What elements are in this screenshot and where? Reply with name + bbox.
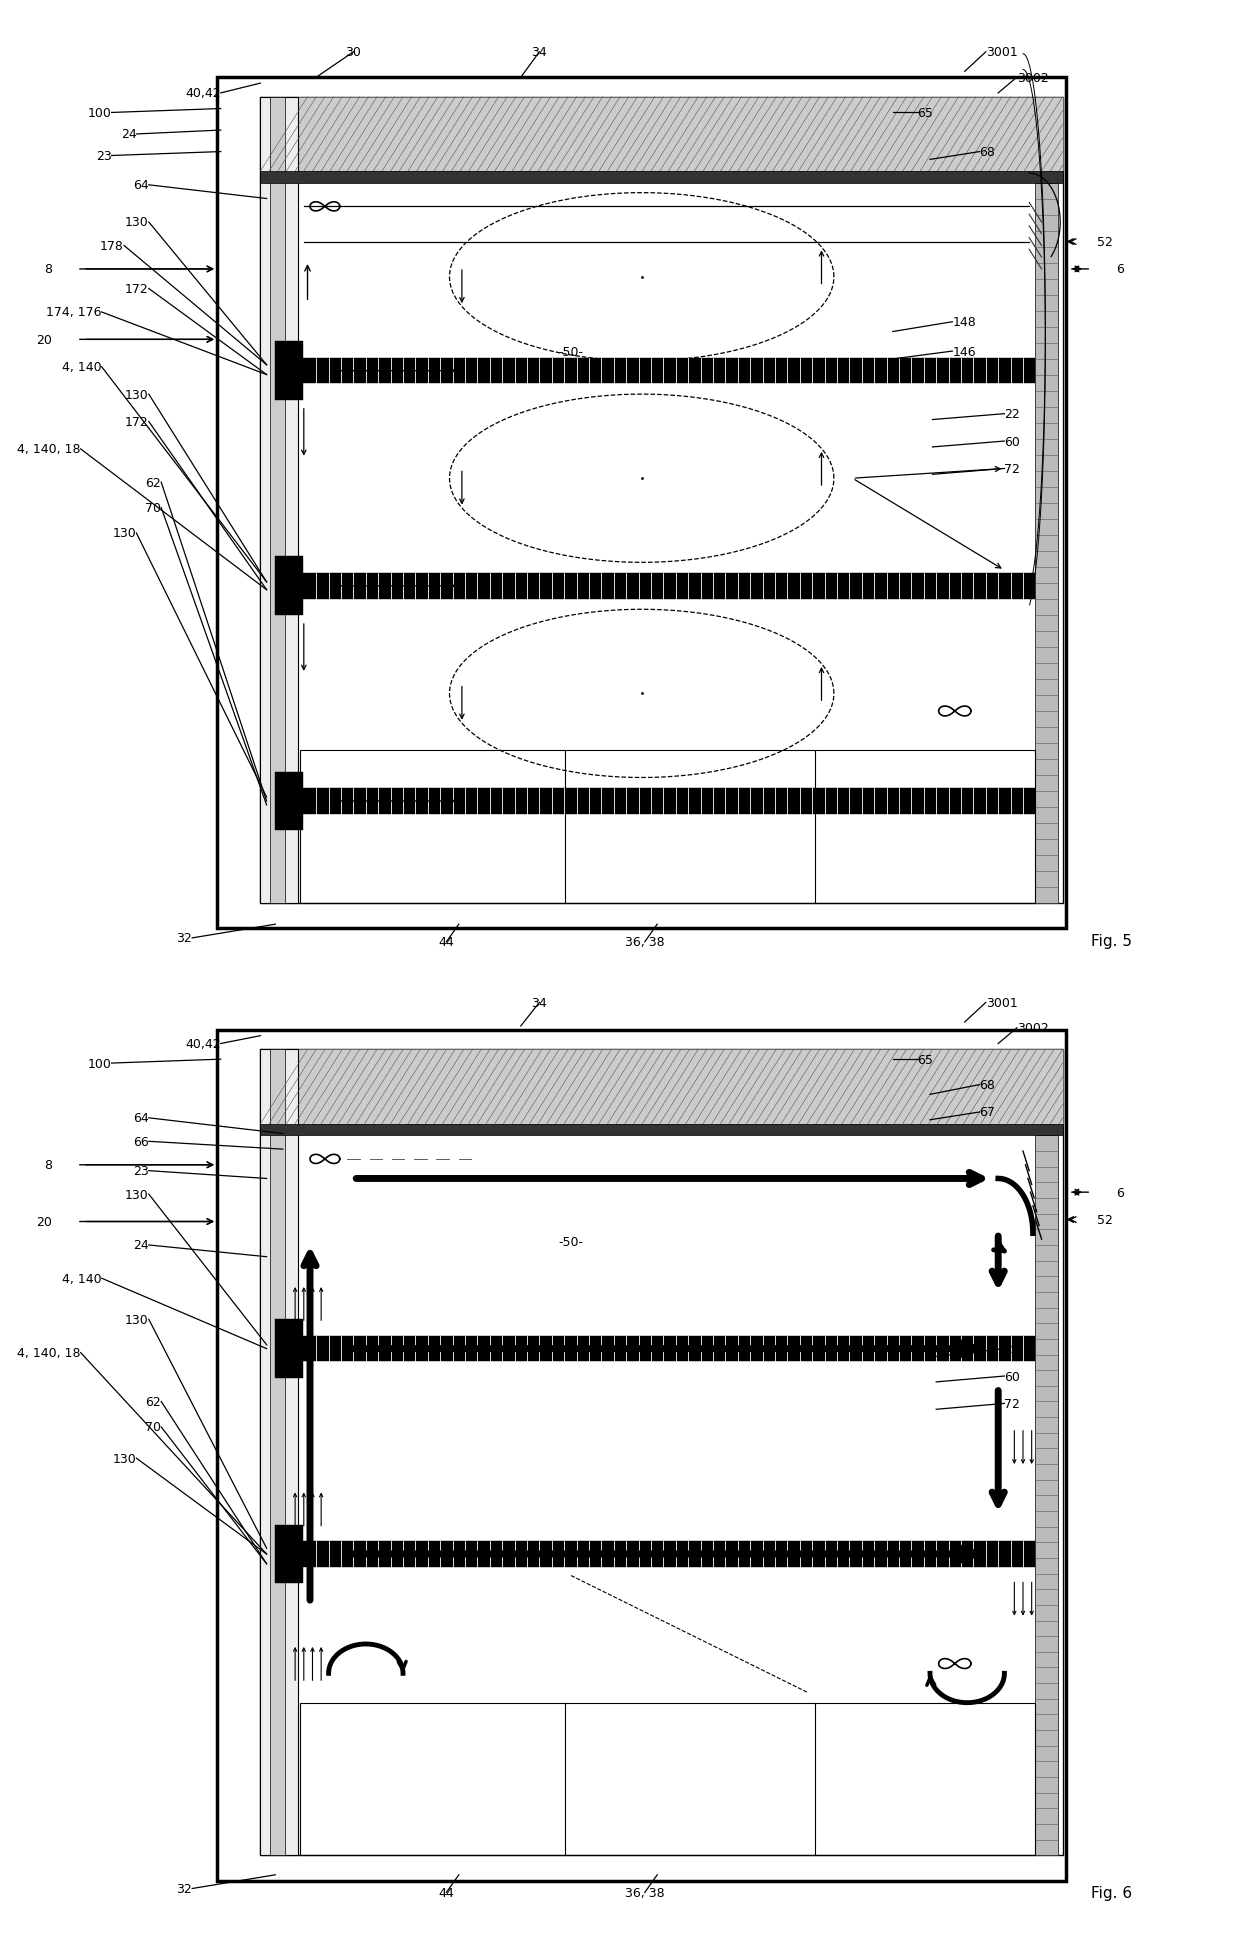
Bar [300, 1703, 1035, 1855]
Text: 130: 130 [113, 528, 136, 540]
Text: 172: 172 [125, 283, 149, 295]
Bar [260, 98, 298, 903]
Text: 32: 32 [176, 1883, 192, 1894]
Text: 66: 66 [133, 1136, 149, 1148]
Text: Fig. 6: Fig. 6 [1091, 1885, 1132, 1900]
Text: 32: 32 [176, 933, 192, 944]
Text: 52: 52 [1097, 237, 1114, 248]
Text: 130: 130 [113, 1453, 136, 1464]
Text: 60: 60 [1004, 436, 1021, 448]
Text: 130: 130 [125, 389, 149, 401]
Text: 4, 140: 4, 140 [62, 362, 102, 373]
Bar [1035, 1136, 1058, 1855]
Text: 6: 6 [1116, 1187, 1123, 1198]
Text: 68: 68 [980, 1079, 996, 1091]
Text: 44: 44 [439, 1887, 454, 1898]
Text: 23: 23 [133, 1165, 149, 1177]
Text: 3001: 3001 [986, 997, 1018, 1009]
Text: 72: 72 [1004, 1398, 1021, 1410]
Bar [275, 772, 303, 831]
Bar [275, 557, 303, 616]
Text: 36, 38: 36, 38 [625, 1887, 665, 1898]
Text: 34: 34 [532, 47, 547, 59]
Text: 23: 23 [95, 151, 112, 162]
Text: Fig. 5: Fig. 5 [1091, 933, 1132, 948]
Text: 100: 100 [88, 108, 112, 119]
Text: 36, 38: 36, 38 [625, 936, 665, 948]
Text: 8: 8 [45, 1159, 52, 1171]
Text: 172: 172 [125, 416, 149, 428]
Bar [298, 1337, 1035, 1361]
Text: 34: 34 [532, 997, 547, 1009]
Bar [300, 751, 1035, 903]
Text: 24: 24 [120, 129, 136, 141]
Bar [260, 1050, 1063, 1124]
Text: 64: 64 [133, 1112, 149, 1124]
Bar [298, 575, 1035, 598]
Text: 8: 8 [45, 264, 52, 276]
Text: 22: 22 [1004, 1343, 1021, 1355]
Text: 20: 20 [36, 334, 52, 346]
Bar [275, 1525, 303, 1584]
Text: 174, 176: 174, 176 [46, 307, 102, 319]
Text: 52: 52 [1097, 1214, 1114, 1226]
Bar [270, 98, 285, 903]
Text: 20: 20 [36, 1216, 52, 1228]
Text: 100: 100 [88, 1058, 112, 1069]
Text: 3002: 3002 [1017, 1022, 1049, 1034]
Text: 72: 72 [1004, 463, 1021, 475]
Text: -50-: -50- [558, 1236, 583, 1247]
Text: 60: 60 [1004, 1370, 1021, 1382]
Bar [217, 78, 1066, 929]
Text: 44: 44 [439, 936, 454, 948]
Bar [270, 1050, 285, 1855]
Text: 6: 6 [1116, 264, 1123, 276]
Text: 67: 67 [980, 1107, 996, 1118]
Text: 130: 130 [125, 1314, 149, 1325]
Text: 40,42: 40,42 [185, 88, 221, 100]
Text: 70: 70 [145, 1421, 161, 1433]
Text: 4, 140, 18: 4, 140, 18 [17, 1347, 81, 1359]
Bar [260, 1050, 298, 1855]
Text: 4, 140, 18: 4, 140, 18 [17, 444, 81, 456]
Text: 3002: 3002 [1017, 72, 1049, 84]
Bar [260, 172, 1063, 184]
Bar [260, 1050, 1063, 1855]
Bar [260, 98, 1063, 903]
Text: 65: 65 [918, 108, 934, 119]
Text: 70: 70 [145, 502, 161, 514]
Bar [298, 788, 1035, 815]
Bar [275, 1320, 303, 1378]
Text: 130: 130 [125, 1189, 149, 1200]
Text: 62: 62 [145, 477, 161, 489]
Text: -50-: -50- [558, 346, 583, 358]
Text: 62: 62 [145, 1396, 161, 1408]
Text: 65: 65 [918, 1054, 934, 1065]
Text: 130: 130 [125, 217, 149, 229]
Bar [217, 1030, 1066, 1881]
Text: 178: 178 [100, 240, 124, 252]
Text: 64: 64 [133, 180, 149, 192]
Bar [260, 1124, 1063, 1136]
Text: 40,42: 40,42 [185, 1038, 221, 1050]
Text: 22: 22 [1004, 409, 1021, 420]
Text: 68: 68 [980, 147, 996, 158]
Bar [298, 1541, 1035, 1568]
Bar [275, 342, 303, 401]
Text: 24: 24 [133, 1239, 149, 1251]
Bar [1035, 184, 1058, 903]
Bar [298, 358, 1035, 383]
Bar [260, 98, 1063, 172]
Text: 148: 148 [952, 317, 976, 328]
Text: 4, 140: 4, 140 [62, 1273, 102, 1284]
Text: 3001: 3001 [986, 47, 1018, 59]
Text: 30: 30 [346, 47, 361, 59]
Text: 146: 146 [952, 346, 976, 358]
